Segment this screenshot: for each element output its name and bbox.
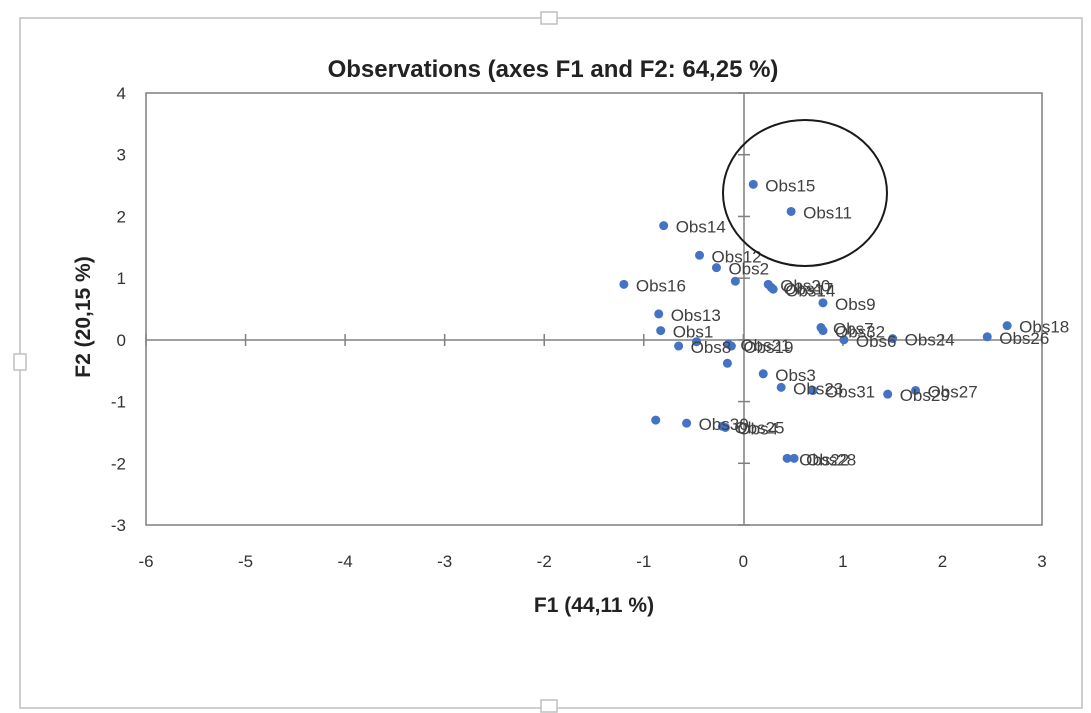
resize-handle-left[interactable] [13,353,27,371]
point-label: Obs15 [765,176,815,195]
scatter-point [883,389,893,399]
y-tick-label: 0 [117,331,126,350]
point-label: Obs31 [825,382,875,401]
scatter-point [726,341,736,351]
chart-border [19,17,1083,709]
y-tick-label: 2 [117,207,126,226]
y-axis-tick-labels: -3 -2 -1 0 1 2 3 4 [111,84,126,535]
x-tick-label: -1 [636,552,651,571]
point-label: Obs8 [691,338,732,357]
y-tick-label: -3 [111,516,126,535]
scatter-point [786,206,796,216]
scatter-point [619,279,629,289]
point-label: Obs28 [806,450,856,469]
highlight-circle [722,119,888,267]
x-axis-tick-labels: -6 -5 -4 -3 -2 -1 0 1 2 3 [138,552,1046,571]
scatter-point [692,337,702,347]
point-label: Obs17 [783,279,833,298]
x-tick-label: 0 [739,552,748,571]
point-label: Obs20 [780,276,830,295]
scatter-point [682,418,692,428]
point-label: Obs19 [743,338,793,357]
x-axis-title: F1 (44,11 %) [534,594,654,617]
plot-area [145,92,1043,526]
scatter-point [888,334,898,344]
point-label: Obs13 [671,306,721,325]
point-label: Obs11 [803,203,852,222]
point-label: Obs2 [728,260,769,279]
scatter-point [720,422,730,432]
point-label: Obs18 [1019,318,1069,337]
scatter-point [748,179,758,189]
scatter-point [659,221,669,231]
scatter-point [656,326,666,336]
scatter-point [818,298,828,308]
point-label: Obs32 [835,323,885,342]
scatter-point [695,250,705,260]
scatter-point [789,453,799,463]
scatter-point [711,263,721,273]
y-tick-label: -1 [111,393,126,412]
scatter-point [730,276,740,286]
x-tick-label: 1 [838,552,847,571]
x-tick-label: -4 [338,552,353,571]
point-label: Obs1 [673,323,714,342]
point-label: Obs23 [793,379,843,398]
scatter-point [776,382,786,392]
scatter-point [651,415,661,425]
point-label: Obs26 [999,329,1049,348]
point-label: Obs29 [900,386,950,405]
point-label: Obs16 [636,276,686,295]
point-label: Obs14 [676,218,726,237]
scatter-points [619,179,1012,463]
scatter-point [758,369,768,379]
point-label: Obs6 [856,332,897,351]
x-tick-label: 2 [938,552,947,571]
point-label: Obs22 [799,450,849,469]
point-label: Obs12 [712,247,762,266]
y-tick-label: -2 [111,454,126,473]
scatter-point [839,335,849,345]
scatter-point [674,341,684,351]
y-tick-label: 4 [117,84,126,103]
scatter-point [982,332,992,342]
x-tick-label: -3 [437,552,452,571]
resize-handle-bottom[interactable] [540,699,558,713]
chart-title: Observations (axes F1 and F2: 64,25 %) [328,56,779,83]
point-label: Obs24 [905,331,955,350]
y-tick-label: 3 [117,146,126,165]
point-label: Obs25 [734,418,784,437]
point-label: Obs14 [785,281,835,300]
scatter-point [808,385,818,395]
scatter-point [782,453,792,463]
scatter-point [1002,321,1012,331]
point-label: Obs9 [835,295,876,314]
x-tick-label: -5 [238,552,253,571]
x-axis-tick-marks [145,334,1043,346]
resize-handle-top[interactable] [540,11,558,25]
x-tick-label: 3 [1037,552,1046,571]
point-label: Obs21 [740,336,790,355]
y-tick-label: 1 [117,269,126,288]
point-label: Obs27 [928,382,978,401]
x-tick-label: -6 [138,552,153,571]
x-tick-label: -2 [537,552,552,571]
point-label: Obs7 [833,320,874,339]
y-axis-tick-marks [738,92,750,526]
scatter-point [911,385,921,395]
point-label: Obs4 [737,419,778,438]
scatter-point [722,358,732,368]
y-axis-title: F2 (20,15 %) [72,256,95,377]
scatter-point [768,284,778,294]
scatter-point [818,326,828,336]
point-label: Obs30 [699,415,749,434]
scatter-point [654,309,664,319]
point-labels: Obs15Obs11Obs14Obs12Obs2Obs20Obs17Obs14O… [636,176,1069,469]
point-label: Obs3 [775,366,816,385]
